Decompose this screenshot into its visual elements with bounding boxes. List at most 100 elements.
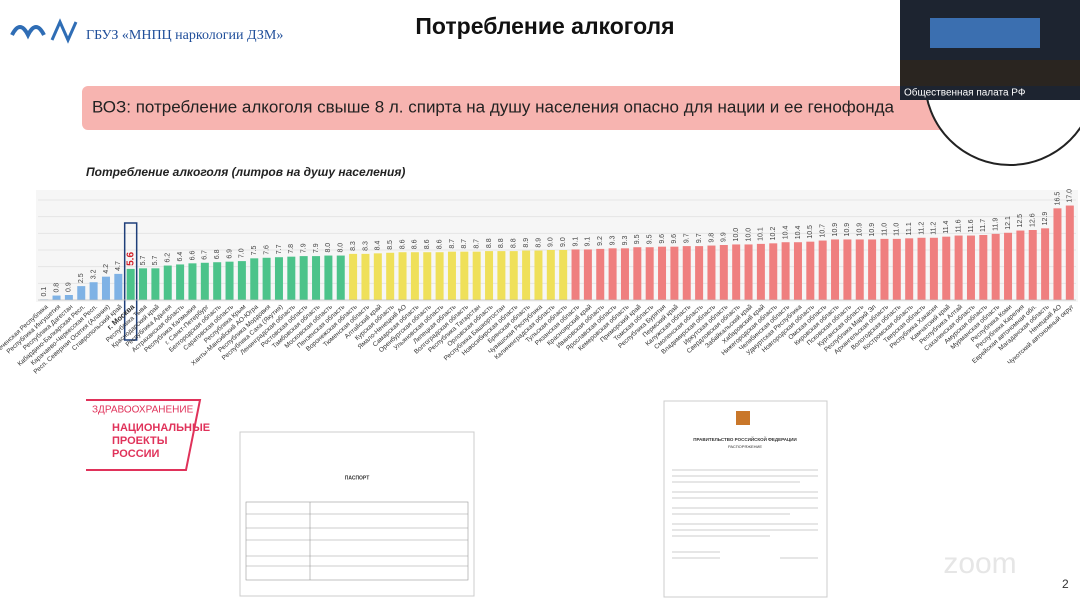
banner-text: ВОЗ: потребление алкоголя свыше 8 л. спи… [92, 97, 895, 116]
value-label: 9.6 [671, 234, 678, 244]
bar [571, 249, 580, 300]
bar [349, 253, 358, 300]
bar [299, 256, 308, 300]
bar [719, 245, 728, 300]
value-label: 9.7 [684, 233, 691, 243]
value-label: 10.0 [733, 228, 740, 242]
project-frame [86, 399, 202, 471]
value-label: 10.4 [782, 225, 789, 239]
slide-title: Потребление алкоголя [415, 13, 674, 39]
value-label: 7.5 [251, 245, 258, 255]
value-label: 12.9 [1042, 212, 1049, 226]
bar [373, 253, 382, 300]
bar [670, 246, 679, 300]
value-label: 8.6 [412, 239, 419, 249]
document-lines [672, 469, 818, 559]
project-text: НАЦИОНАЛЬНЫЕ [112, 422, 210, 434]
value-label: 8.3 [362, 241, 369, 251]
value-label: 9.8 [708, 233, 715, 243]
bar [324, 255, 333, 300]
bar [942, 236, 951, 300]
bar [114, 273, 123, 300]
value-label: 8.4 [375, 240, 382, 250]
value-label: 10.9 [869, 223, 876, 237]
bar [596, 248, 605, 300]
bar [559, 250, 568, 300]
video-caption: Общественная палата РФ [904, 87, 1026, 99]
bar [274, 257, 283, 300]
bar [237, 261, 246, 300]
value-label: 7.9 [301, 243, 308, 253]
bar [991, 233, 1000, 300]
value-label: 0.9 [66, 282, 73, 292]
video-screen [930, 18, 1040, 48]
bar [77, 286, 86, 300]
value-label: 0.8 [53, 283, 60, 293]
value-label: 7.0 [239, 248, 246, 258]
page-number: 2 [1062, 577, 1069, 591]
bar [509, 251, 518, 300]
bar [225, 261, 234, 300]
bar [1016, 230, 1025, 300]
bar [818, 240, 827, 300]
value-label: 4.7 [115, 261, 122, 271]
project-text: ПРОЕКТЫ [112, 435, 168, 447]
value-label: 5.7 [140, 255, 147, 265]
value-label: 7.9 [313, 243, 320, 253]
bar [880, 238, 889, 300]
value-label: 8.0 [325, 243, 332, 253]
bar [250, 258, 259, 300]
value-label: 10.9 [844, 223, 851, 237]
value-label: 8.6 [424, 239, 431, 249]
value-label: 8.6 [436, 239, 443, 249]
value-label: 11.0 [881, 223, 888, 236]
value-label: 9.3 [609, 235, 616, 245]
bar [868, 239, 877, 300]
value-label: 10.7 [820, 224, 827, 238]
bar [262, 257, 271, 300]
bar [1028, 230, 1037, 300]
value-label: 9.9 [721, 232, 728, 242]
value-label: 9.1 [572, 237, 579, 247]
value-label: 6.7 [202, 250, 209, 260]
bar [485, 251, 494, 300]
bar [534, 250, 543, 300]
value-label: 5.7 [152, 255, 159, 265]
bar [410, 252, 419, 300]
value-label: 6.9 [226, 249, 233, 259]
bar [769, 243, 778, 300]
bar [139, 268, 148, 300]
value-label: 11.6 [955, 219, 962, 232]
value-label: 7.8 [288, 244, 295, 254]
bar [645, 247, 654, 300]
bar [89, 282, 98, 300]
value-label: 8.0 [338, 243, 345, 253]
value-label: 12.1 [1005, 216, 1012, 230]
value-label: 9.0 [548, 237, 555, 247]
bar [213, 262, 222, 300]
bar [620, 248, 629, 300]
value-label: 7.6 [263, 245, 270, 255]
value-label: 8.9 [523, 238, 530, 248]
document-subtitle: РАСПОРЯЖЕНИЕ [728, 444, 762, 449]
watermark: zoom [943, 547, 1016, 580]
bar [435, 252, 444, 300]
value-label: 8.7 [461, 239, 468, 249]
video-stage [900, 60, 1080, 86]
value-label: 8.7 [474, 239, 481, 249]
bar [151, 268, 160, 300]
value-label: 3.2 [90, 269, 97, 279]
bar [966, 235, 975, 300]
value-label: 9.1 [585, 237, 592, 247]
bar [756, 243, 765, 300]
logo-icon [10, 25, 46, 40]
bar [892, 238, 901, 300]
bar [608, 248, 617, 300]
bar [855, 239, 864, 300]
value-label: 11.6 [968, 219, 975, 232]
bar [929, 237, 938, 300]
value-label: 10.4 [795, 225, 802, 239]
value-label: 8.9 [535, 238, 542, 248]
